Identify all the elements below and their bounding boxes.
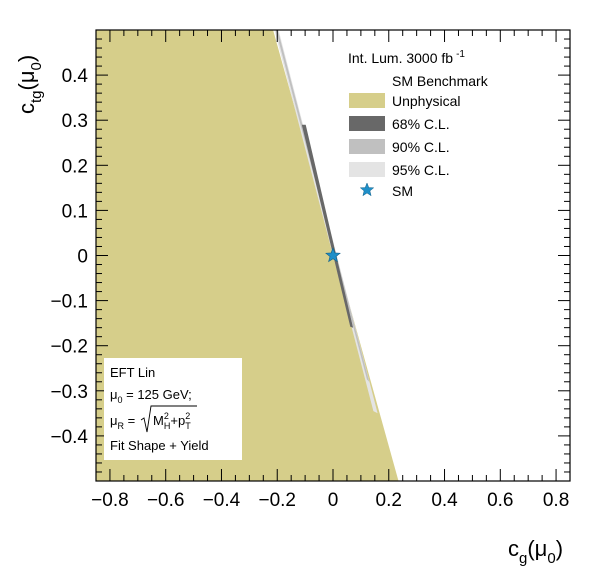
x-axis-ticks xyxy=(95,30,571,481)
info-line-muR-formula: M2 H+p2 T xyxy=(153,411,191,431)
x-axis-tick-labels: −0.8 −0.6 −0.4 −0.2 0 0.2 0.4 0.6 0.8 xyxy=(91,490,569,511)
y-axis-title: ctg(μ0) xyxy=(14,55,45,114)
y-axis-ticks xyxy=(96,38,570,473)
legend-label-cl95: 95% C.L. xyxy=(392,162,450,178)
legend-swatch-cl95 xyxy=(349,162,385,177)
legend-label-cl90: 90% C.L. xyxy=(392,139,450,155)
legend: Int. Lum. 3000 fb -1 SM Benchmark Unphysi… xyxy=(348,49,489,199)
y-tick-label: 0.1 xyxy=(62,201,88,222)
info-line-muR: μR = xyxy=(110,413,135,431)
legend-label-sm: SM xyxy=(392,183,413,199)
legend-swatch-unphysical xyxy=(349,93,385,108)
y-tick-label: 0.3 xyxy=(62,111,88,132)
legend-header: Int. Lum. 3000 fb -1 xyxy=(348,49,465,66)
x-tick-label: −0.2 xyxy=(258,490,296,511)
legend-label-cl68: 68% C.L. xyxy=(392,116,450,132)
y-tick-label: −0.1 xyxy=(50,292,88,313)
x-tick-label: 0.6 xyxy=(487,490,513,511)
legend-swatch-cl90 xyxy=(349,139,385,154)
info-box: EFT Lin μ0 = 125 GeV; μR = M2 H+p2 T Fit S… xyxy=(104,358,242,460)
legend-label-unphysical: Unphysical xyxy=(392,93,460,109)
y-tick-label: 0.2 xyxy=(62,156,88,177)
x-tick-label: −0.6 xyxy=(147,490,185,511)
info-line-model: EFT Lin xyxy=(110,365,155,380)
info-box-background xyxy=(104,358,242,460)
y-axis-tick-labels: −0.4 −0.3 −0.2 −0.1 0 0.1 0.2 0.3 0.4 xyxy=(50,66,88,448)
x-tick-label: −0.4 xyxy=(203,490,241,511)
legend-sm-star-icon xyxy=(359,182,375,197)
y-tick-label: 0 xyxy=(77,247,88,268)
x-tick-label: 0.8 xyxy=(543,490,569,511)
legend-swatch-cl68 xyxy=(349,116,385,131)
x-tick-label: −0.8 xyxy=(91,490,129,511)
x-tick-label: 0.4 xyxy=(431,490,458,511)
y-tick-label: −0.4 xyxy=(50,427,88,448)
legend-header-line2: SM Benchmark xyxy=(392,73,489,89)
cl68-region xyxy=(301,124,354,328)
y-tick-label: −0.3 xyxy=(50,382,88,403)
x-tick-label: 0.2 xyxy=(376,490,402,511)
y-tick-label: 0.4 xyxy=(62,66,89,87)
sqrt-sign-icon xyxy=(140,405,197,433)
info-line-fit: Fit Shape + Yield xyxy=(110,438,209,453)
sm-star-marker xyxy=(325,247,341,263)
x-tick-label: 0 xyxy=(328,490,339,511)
info-line-mu0: μ0 = 125 GeV; xyxy=(110,387,192,405)
y-tick-label: −0.2 xyxy=(50,337,88,358)
x-axis-title: cg(μ0) xyxy=(508,536,563,567)
